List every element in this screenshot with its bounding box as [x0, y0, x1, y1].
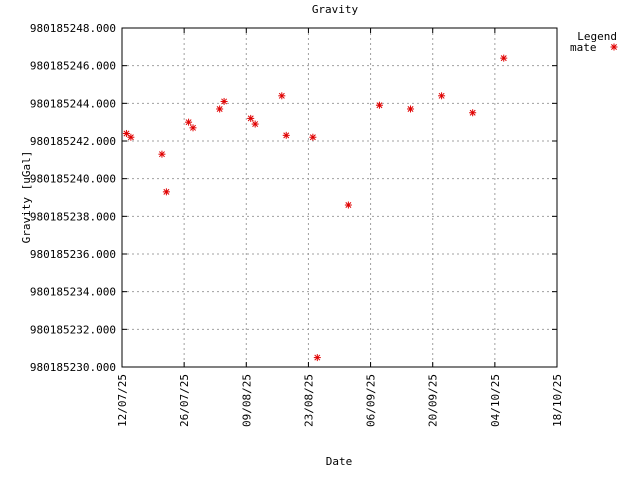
x-tick-label: 12/07/25: [116, 374, 129, 427]
y-tick-label: 980185240.000: [30, 173, 116, 186]
y-tick-label: 980185248.000: [30, 22, 116, 35]
y-axis-ticks: 980185230.000 980185232.000 980185234.000 9…: [30, 22, 557, 374]
plot-frame: [121, 27, 558, 368]
y-tick-label: 980185232.000: [30, 323, 116, 336]
legend-marker-icon: [610, 43, 618, 51]
x-tick-label: 06/09/25: [365, 374, 378, 427]
data-point: [282, 131, 290, 139]
y-tick-label: 980185246.000: [30, 60, 116, 73]
data-point: [500, 54, 508, 62]
data-point: [247, 114, 255, 122]
y-tick-label: 980185230.000: [30, 361, 116, 374]
x-tick-label: 26/07/25: [178, 374, 191, 427]
data-point: [127, 133, 135, 141]
data-point: [344, 201, 352, 209]
data-point: [162, 188, 170, 196]
y-tick-label: 980185244.000: [30, 97, 116, 110]
data-point: [189, 124, 197, 132]
data-point: [216, 105, 224, 113]
x-axis-label: Date: [326, 455, 353, 468]
y-tick-label: 980185236.000: [30, 248, 116, 261]
data-point: [438, 92, 446, 100]
data-point: [185, 118, 193, 126]
data-point: [313, 354, 321, 362]
data-point: [407, 105, 415, 113]
legend: Legend mate: [570, 30, 618, 54]
y-tick-label: 980185234.000: [30, 286, 116, 299]
legend-entry-label: mate: [570, 41, 597, 54]
x-tick-label: 09/08/25: [240, 374, 253, 427]
x-tick-label: 23/08/25: [302, 374, 315, 427]
y-axis-label: Gravity [uGal]: [20, 151, 33, 244]
legend-title: Legend: [577, 30, 617, 43]
data-points: [122, 54, 508, 362]
grid-lines: [122, 28, 557, 367]
data-point: [158, 150, 166, 158]
data-point: [251, 120, 259, 128]
data-point: [309, 133, 317, 141]
x-axis-ticks: 12/07/25 26/07/25 09/08/25 23/08/25 06/09/25…: [116, 28, 564, 427]
x-tick-label: 04/10/25: [489, 374, 502, 427]
x-tick-label: 20/09/25: [427, 374, 440, 427]
data-point: [375, 101, 383, 109]
data-point: [469, 109, 477, 117]
y-tick-label: 980185242.000: [30, 135, 116, 148]
legend-marker-star: [610, 43, 618, 51]
x-tick-label: 18/10/25: [551, 374, 564, 427]
data-point: [220, 97, 228, 105]
chart-title: Gravity: [312, 3, 359, 16]
y-tick-label: 980185238.000: [30, 210, 116, 223]
data-point: [278, 92, 286, 100]
